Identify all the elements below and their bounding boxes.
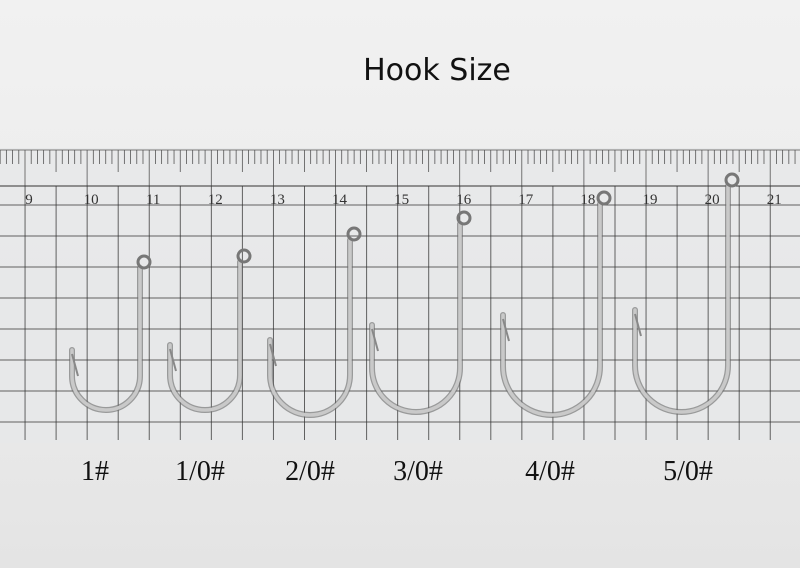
ruler-number: 13: [270, 192, 285, 208]
hook-barb: [269, 343, 277, 367]
ruler-number: 17: [518, 192, 534, 208]
hook-body: [268, 238, 352, 417]
hook-size-label: 2/0#: [285, 456, 335, 487]
hook-barb: [634, 313, 642, 337]
ruler-number: 9: [25, 192, 33, 208]
hook-eye: [724, 172, 740, 188]
ruler-grid: 9 10 11 12 13 14 15 16 17 18 19 20 21: [0, 150, 800, 440]
hook-size-label: 3/0#: [393, 456, 443, 487]
hook-size-label: 5/0#: [663, 456, 713, 487]
hook-body: [168, 260, 242, 412]
ruler-number: 10: [84, 192, 99, 208]
hook-eye: [236, 248, 252, 264]
title: Hook Size: [363, 53, 511, 88]
ruler-number: 14: [332, 192, 348, 208]
ruler-number: 20: [705, 192, 720, 208]
ruler-number: 11: [146, 192, 160, 208]
hook-barb: [71, 353, 79, 377]
hook-barb: [371, 328, 379, 352]
ruler-number: 12: [208, 192, 223, 208]
ruler-number: 15: [394, 192, 409, 208]
hook-eye: [136, 254, 152, 270]
hook-eye: [346, 226, 362, 242]
ruler-number: 21: [767, 192, 782, 208]
hooks: 1# 1/0# 2/0# 3/0# 4/0# 5/0#: [69, 172, 740, 487]
hook-size-label: 1/0#: [175, 456, 225, 487]
hook-eye: [456, 210, 472, 226]
hook-size-label: 1#: [81, 456, 109, 487]
hook-eye: [596, 190, 612, 206]
hook-barb: [169, 348, 177, 372]
hook-body: [70, 266, 142, 412]
hook-body: [501, 202, 602, 417]
hook-body: [370, 222, 462, 414]
ruler-number: 18: [580, 192, 595, 208]
hook-size-label: 4/0#: [525, 456, 575, 487]
hook-barb: [502, 318, 510, 342]
hook-body: [633, 184, 730, 414]
ruler-number: 19: [643, 192, 658, 208]
ruler-number: 16: [456, 192, 472, 208]
